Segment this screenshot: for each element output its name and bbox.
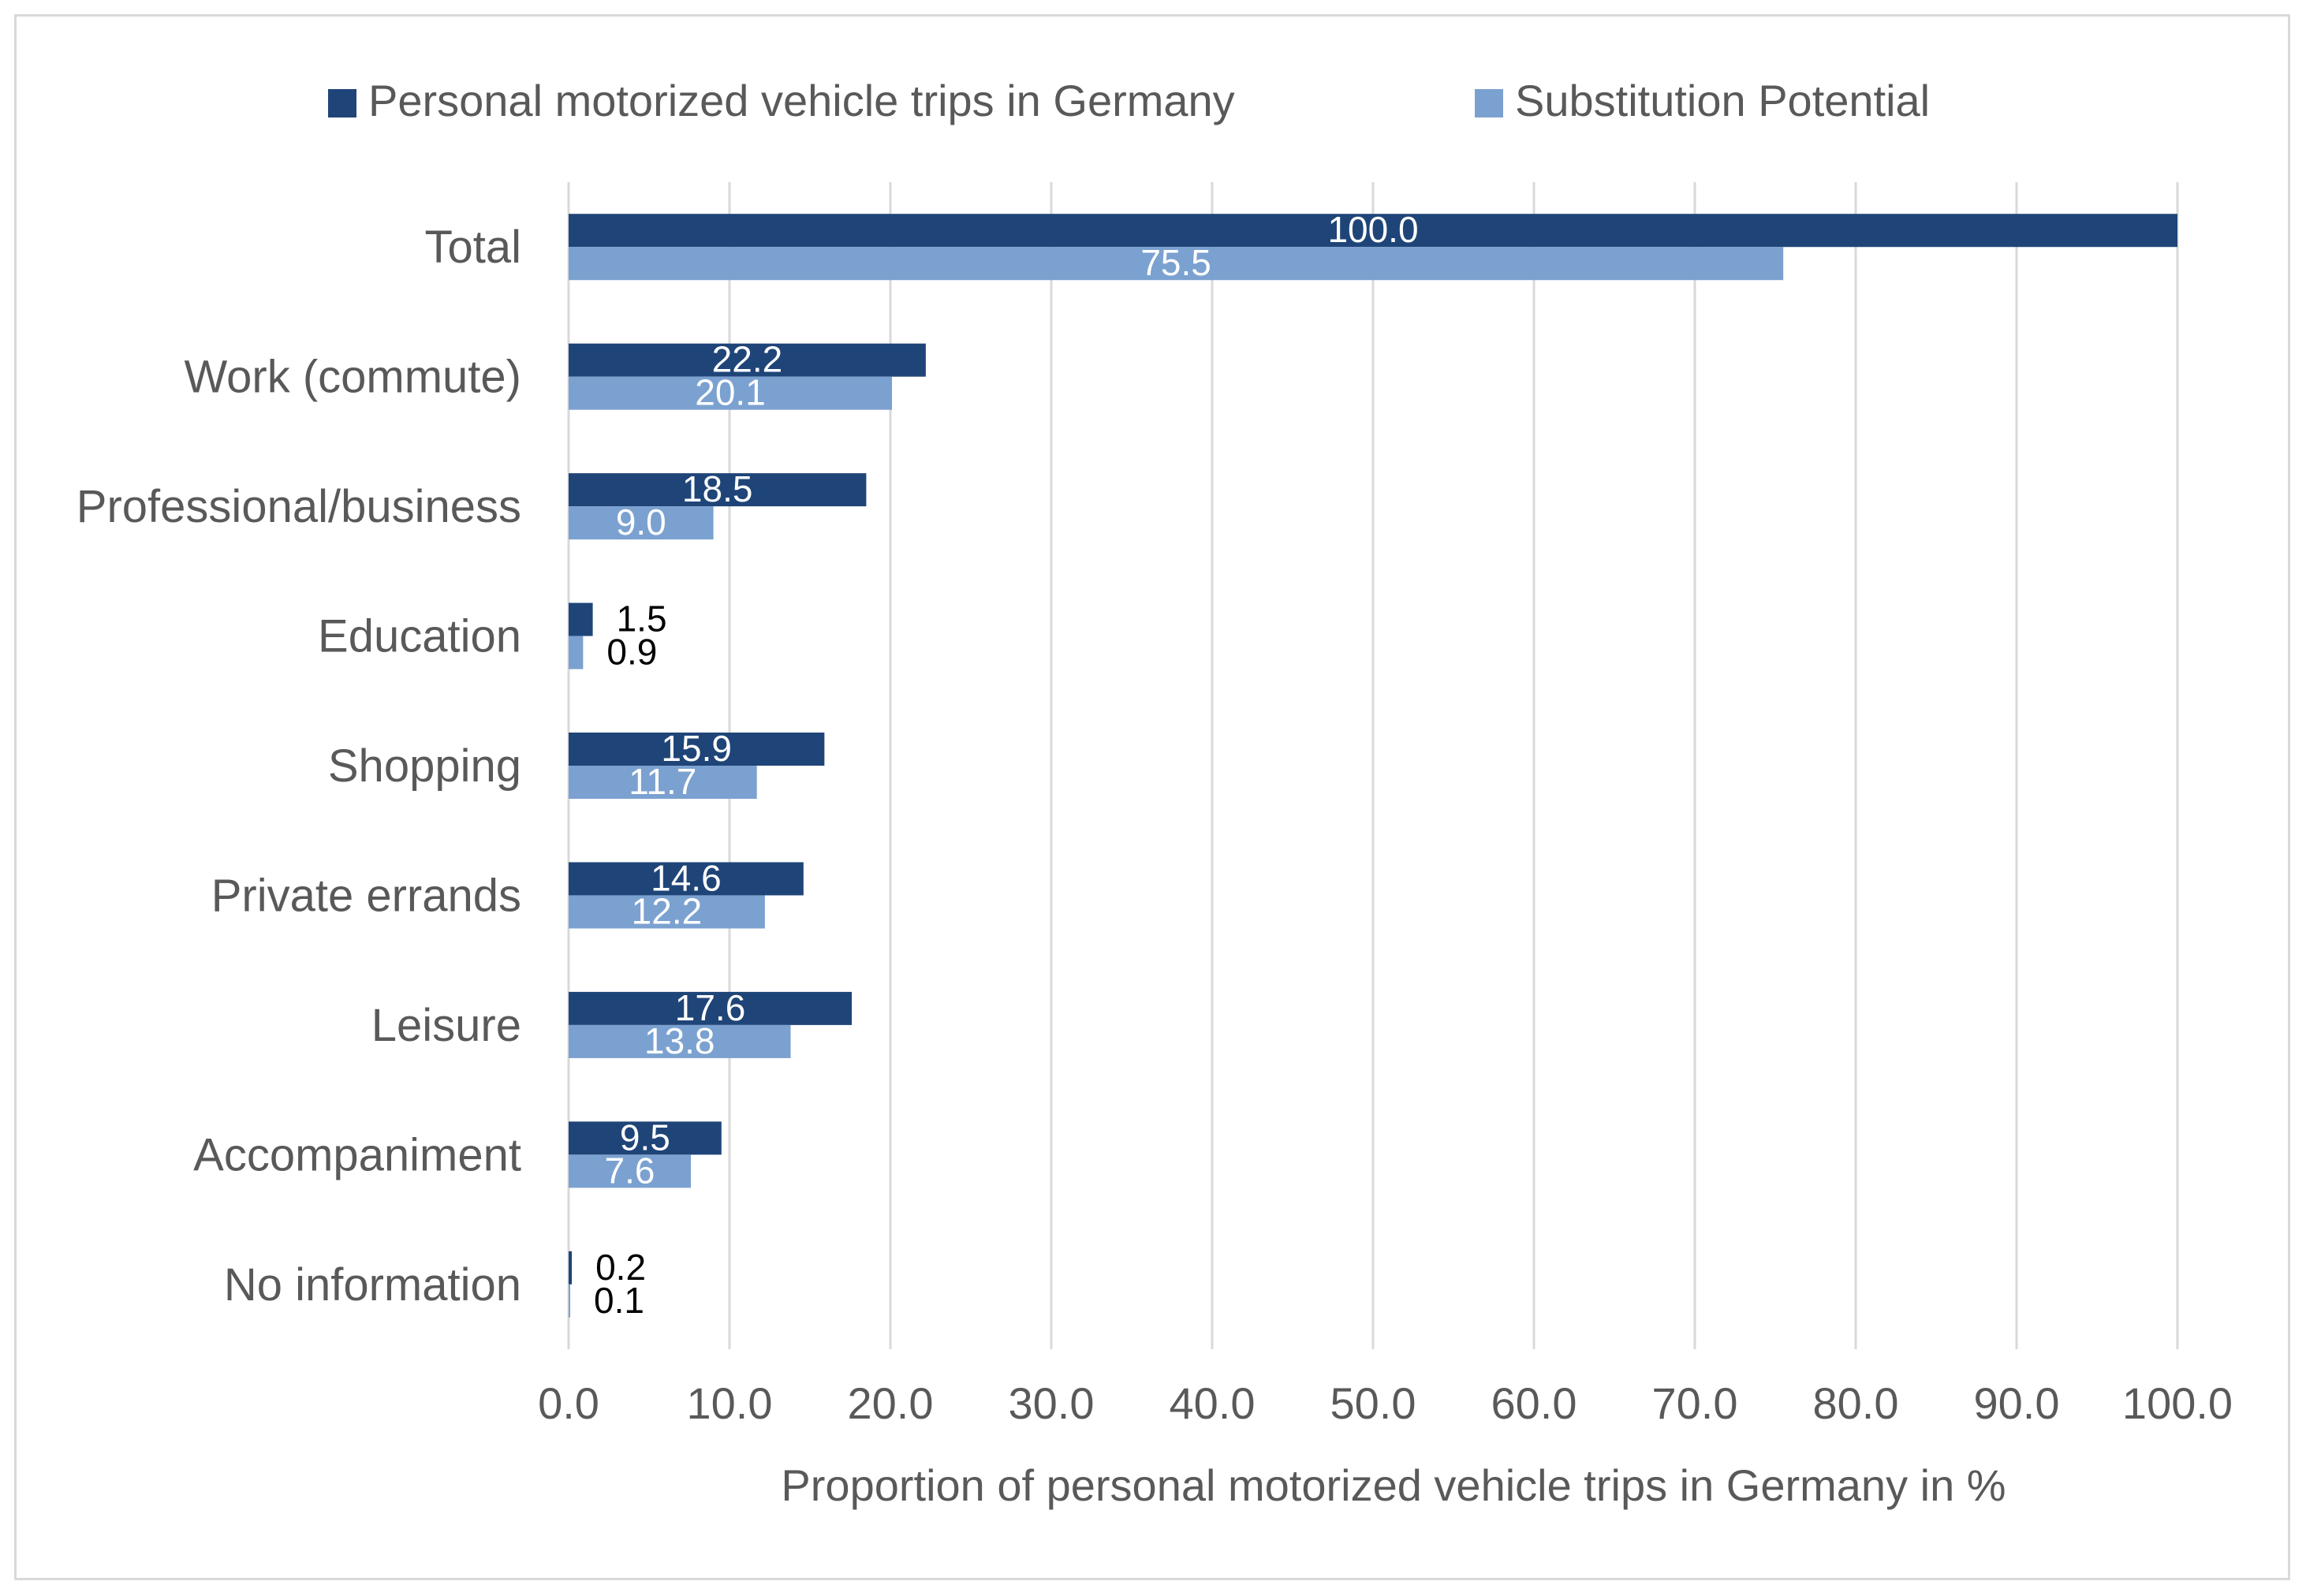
category-label: Shopping (328, 740, 521, 792)
category-label: Total (424, 222, 521, 273)
x-tick-label: 80.0 (1813, 1378, 1899, 1428)
data-label: 20.1 (695, 372, 766, 413)
data-label: 100.0 (1327, 209, 1418, 250)
x-tick-label: 70.0 (1652, 1378, 1738, 1428)
chart-frame: Personal motorized vehicle trips in Germ… (14, 14, 2290, 1580)
data-label: 7.6 (605, 1150, 655, 1191)
legend: Personal motorized vehicle trips in Germ… (328, 76, 1930, 125)
data-label: 1.5 (617, 598, 667, 640)
bar-substitution-potential (569, 1284, 571, 1318)
bar-personal-trips (569, 862, 804, 896)
bar-substitution-potential (569, 766, 757, 799)
bar-substitution-potential (569, 895, 765, 929)
data-label: 11.7 (629, 761, 696, 802)
bar-substitution-potential (569, 1154, 692, 1188)
x-tick-label: 100.0 (2122, 1378, 2233, 1428)
data-labels: 100.0 75.5 22.220.1 18.5 9.0 1.50.9 15.911.7 14… (594, 209, 1419, 1321)
bar-chart: Personal motorized vehicle trips in Germ… (76, 76, 2233, 1510)
bar-substitution-potential (569, 636, 584, 669)
data-label: 14.6 (651, 857, 722, 898)
bar-substitution-potential (569, 1024, 791, 1058)
legend-label-substitution-potential: Substitution Potential (1515, 76, 1930, 125)
bar-personal-trips (569, 1251, 573, 1285)
x-tick-label: 20.0 (848, 1378, 934, 1428)
data-label: 22.2 (712, 339, 783, 380)
bar-substitution-potential (569, 506, 714, 540)
bar-personal-trips (569, 214, 2177, 248)
x-axis-title: Proportion of personal motorized vehicle… (781, 1460, 2006, 1510)
x-tick-label: 90.0 (1974, 1378, 2060, 1428)
category-label: Leisure (371, 1000, 521, 1051)
data-label: 0.9 (606, 632, 657, 673)
data-label: 13.8 (644, 1020, 715, 1061)
x-tick-label: 10.0 (687, 1378, 773, 1428)
category-label: Accompaniment (193, 1129, 521, 1180)
category-label: Professional/business (76, 481, 521, 532)
value-axis-tick-labels: 0.0 10.0 20.0 30.0 40.0 50.0 60.0 70.0 80.0 90.0 1… (538, 1378, 2233, 1428)
bar-personal-trips (569, 343, 926, 377)
category-label: Private errands (211, 870, 521, 921)
x-tick-label: 50.0 (1330, 1378, 1416, 1428)
x-tick-label: 0.0 (538, 1378, 599, 1428)
legend-label-personal-trips: Personal motorized vehicle trips in Germ… (368, 76, 1235, 125)
category-label: Education (318, 611, 521, 662)
legend-swatch-substitution-potential (1475, 89, 1503, 117)
data-label: 18.5 (682, 468, 753, 509)
x-tick-label: 30.0 (1009, 1378, 1095, 1428)
data-label: 0.1 (594, 1280, 644, 1321)
category-label: No information (224, 1259, 521, 1311)
category-label: Work (commute) (184, 352, 521, 403)
bar-personal-trips (569, 473, 867, 507)
bar-personal-trips (569, 991, 853, 1025)
x-tick-label: 60.0 (1491, 1378, 1577, 1428)
data-label: 17.6 (675, 987, 746, 1028)
bar-substitution-potential (569, 376, 893, 410)
bar-personal-trips (569, 602, 593, 636)
category-axis-labels: Total Work (commute) Professional/business… (76, 222, 521, 1311)
data-label: 15.9 (661, 728, 732, 769)
bars (569, 214, 2177, 1318)
bar-substitution-potential (569, 247, 1784, 281)
bar-personal-trips (569, 1121, 722, 1155)
data-label: 12.2 (632, 890, 703, 931)
bar-personal-trips (569, 733, 825, 766)
data-label: 9.5 (620, 1117, 670, 1158)
data-label: 9.0 (616, 502, 666, 543)
legend-swatch-personal-trips (328, 89, 356, 117)
x-tick-label: 40.0 (1170, 1378, 1256, 1428)
data-label: 75.5 (1140, 242, 1211, 283)
data-label: 0.2 (595, 1247, 646, 1288)
